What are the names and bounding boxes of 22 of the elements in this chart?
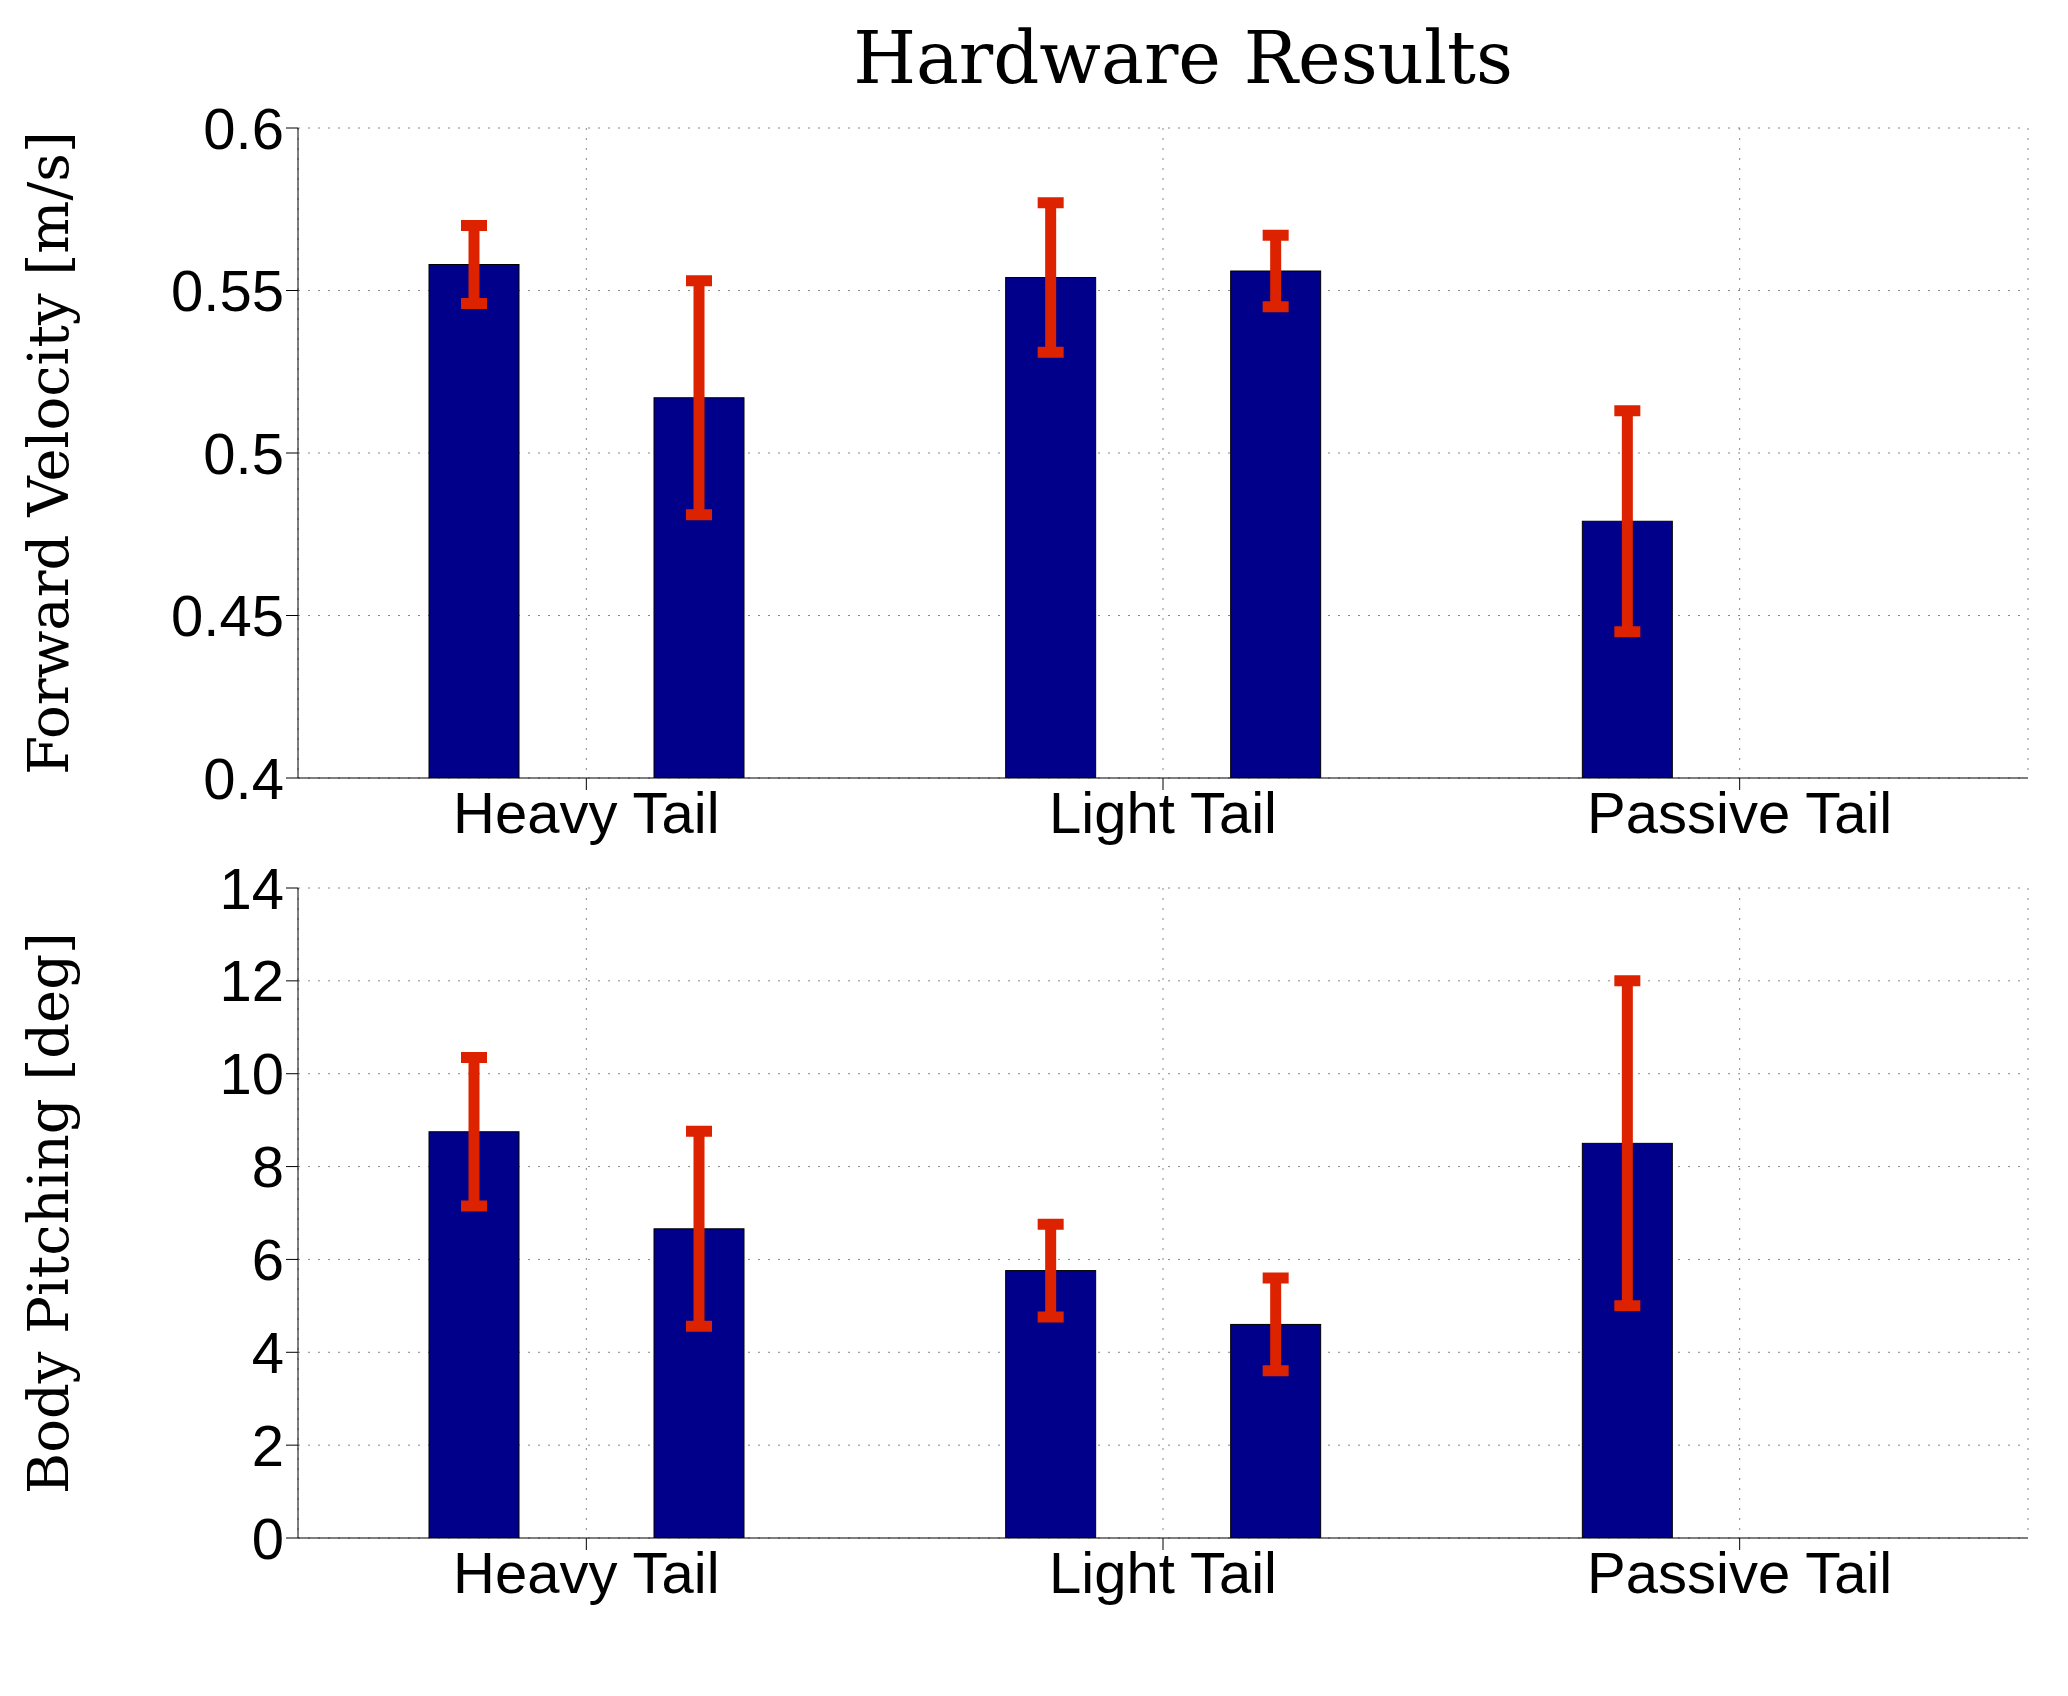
y-tick-label: 0.55	[171, 258, 284, 324]
y-tick-label: 0.5	[203, 420, 284, 486]
y-tick-label: 0.6	[203, 95, 284, 161]
y-axis-title: Forward Velocity [m/s]	[15, 131, 81, 775]
x-tick-label: Heavy Tail	[453, 1540, 720, 1606]
y-tick-label: 6	[251, 1227, 284, 1293]
x-tick-label: Light Tail	[1049, 780, 1277, 846]
x-tick-label: Passive Tail	[1587, 780, 1893, 846]
y-tick-label: 4	[251, 1319, 284, 1385]
x-tick-label: Light Tail	[1049, 1540, 1277, 1606]
y-tick-label: 0.4	[203, 745, 284, 811]
chart-title: Hardware Results	[852, 15, 1514, 102]
y-tick-label: 0.45	[171, 583, 284, 649]
y-tick-label: 12	[219, 948, 284, 1014]
y-tick-label: 2	[251, 1412, 284, 1478]
y-tick-label: 14	[219, 855, 284, 921]
y-axis-title: Body Pitching [deg]	[15, 932, 81, 1494]
y-tick-label: 10	[219, 1041, 284, 1107]
x-tick-label: Heavy Tail	[453, 780, 720, 846]
y-tick-label: 0	[251, 1505, 284, 1571]
y-tick-label: 8	[251, 1134, 284, 1200]
x-tick-label: Passive Tail	[1587, 1540, 1893, 1606]
